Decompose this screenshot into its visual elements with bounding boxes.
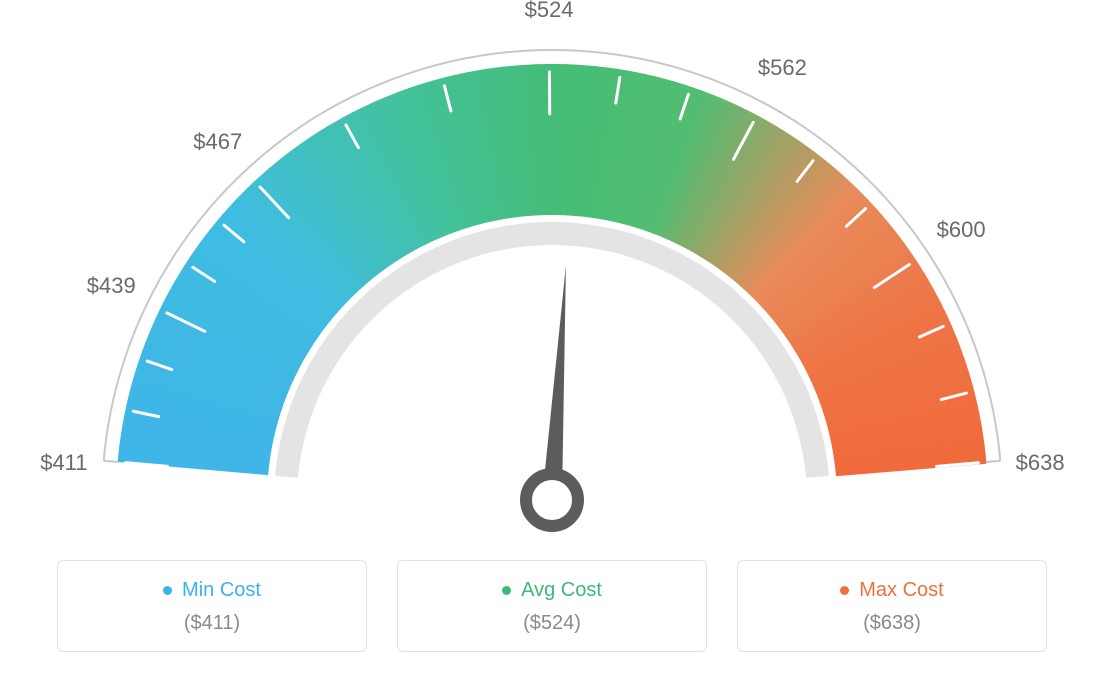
legend-value: ($638) xyxy=(748,612,1036,635)
gauge-tick-label: $439 xyxy=(87,273,136,299)
gauge-tick-label: $638 xyxy=(1016,450,1065,476)
legend-value: ($524) xyxy=(408,612,696,635)
legend-title: Max Cost xyxy=(840,579,943,602)
legend-dot-icon xyxy=(163,586,172,595)
gauge-hub xyxy=(526,474,578,526)
legend-title-text: Min Cost xyxy=(182,579,261,602)
gauge-tick-label: $411 xyxy=(40,450,87,476)
gauge-tick-label: $467 xyxy=(193,129,242,155)
gauge-chart: $411 $439 $467 $524 $562 $600 $638 xyxy=(0,0,1104,560)
legend-card: Max Cost ($638) xyxy=(737,560,1047,652)
legend-value: ($411) xyxy=(68,612,356,635)
gauge-needle xyxy=(542,265,566,500)
gauge-tick-label: $600 xyxy=(937,217,986,243)
legend-card: Avg Cost ($524) xyxy=(397,560,707,652)
legend-title-text: Avg Cost xyxy=(521,579,602,602)
legend-title-text: Max Cost xyxy=(859,579,943,602)
legend-title: Min Cost xyxy=(163,579,261,602)
legend-dot-icon xyxy=(502,586,511,595)
gauge-tick-label: $524 xyxy=(525,0,574,23)
legend-row: Min Cost ($411) Avg Cost ($524) Max Cost ($63… xyxy=(0,560,1104,652)
legend-dot-icon xyxy=(840,586,849,595)
legend-card: Min Cost ($411) xyxy=(57,560,367,652)
legend-title: Avg Cost xyxy=(502,579,602,602)
gauge-tick-label: $562 xyxy=(758,55,807,81)
gauge-svg xyxy=(0,0,1104,560)
